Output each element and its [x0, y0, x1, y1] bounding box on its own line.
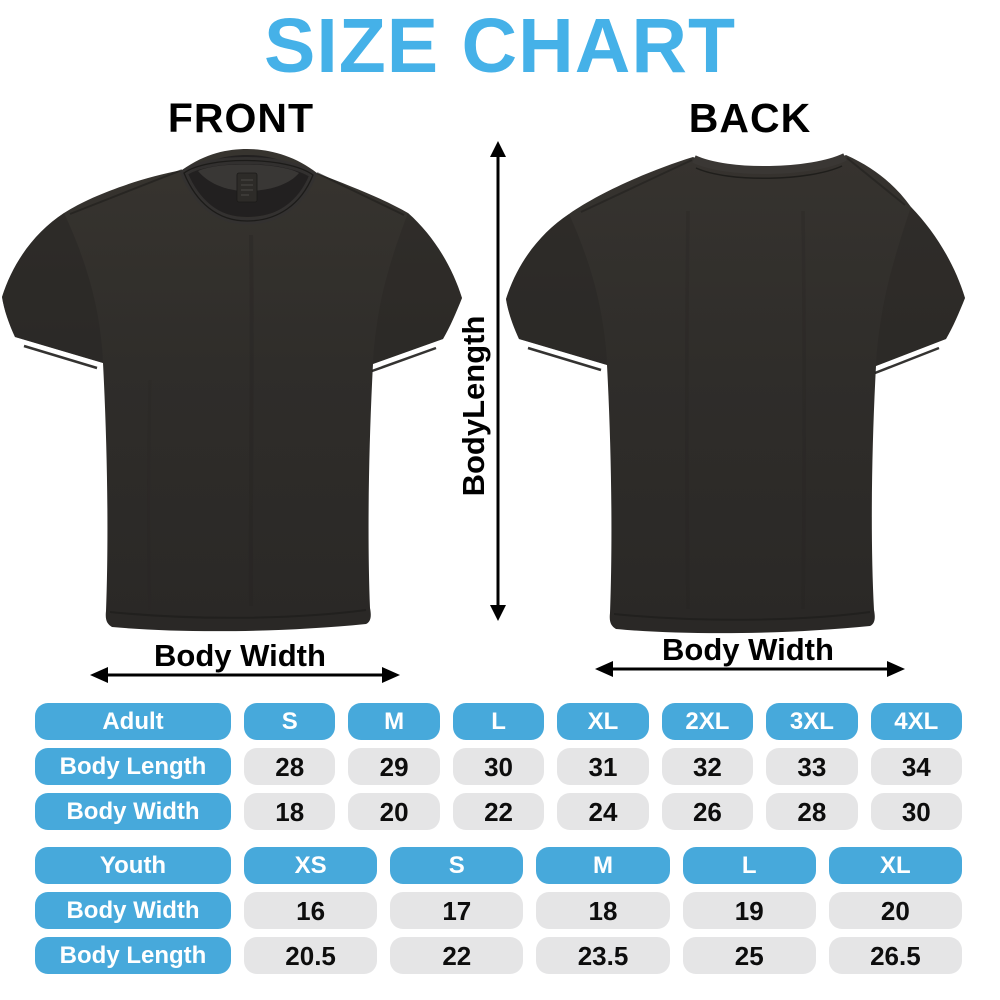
size-tables: Adult S M L XL 2XL 3XL 4XL Body Length 28 29 30 31 32… [35, 703, 962, 974]
front-heading: FRONT [167, 95, 315, 141]
size-value-pill: 30 [870, 793, 962, 830]
front-shirt-image [2, 149, 462, 632]
size-header-pill: L [452, 703, 545, 740]
size-value-pill: 28 [766, 793, 858, 830]
body-length-label: BodyLength [456, 315, 491, 497]
back-collar [692, 153, 847, 175]
front-body-width-arrow [90, 667, 400, 683]
row-label-pill: Body Width [35, 892, 231, 929]
size-header-pill: XL [828, 847, 962, 884]
body-length-arrow [490, 141, 506, 621]
row-label-pill: Body Width [35, 793, 231, 830]
size-header-pill: S [244, 703, 336, 740]
size-value-pill: 28 [244, 748, 336, 785]
front-shirt-body [2, 149, 462, 632]
size-header-pill: M [348, 703, 440, 740]
size-header-pill: XL [557, 703, 649, 740]
adult-size-table: Adult S M L XL 2XL 3XL 4XL Body Length 28 29 30 31 32… [35, 703, 962, 830]
back-body-width-arrow [595, 661, 905, 677]
size-value-pill: 20 [348, 793, 440, 830]
size-value-pill: 26 [661, 793, 754, 830]
size-header-pill: 4XL [870, 703, 962, 740]
size-value-pill: 34 [870, 748, 962, 785]
size-value-pill: 25 [682, 937, 816, 974]
size-header-pill: M [536, 847, 670, 884]
group-label-pill: Adult [35, 703, 231, 740]
back-shirt-body [506, 155, 965, 634]
size-header-pill: S [390, 847, 524, 884]
size-value-pill: 19 [682, 892, 816, 929]
size-header-pill: 2XL [661, 703, 754, 740]
size-value-pill: 24 [557, 793, 649, 830]
neck-label [236, 172, 258, 203]
size-value-pill: 17 [390, 892, 524, 929]
size-value-pill: 18 [536, 892, 670, 929]
size-value-pill: 23.5 [536, 937, 670, 974]
size-header-pill: L [682, 847, 816, 884]
size-value-pill: 30 [452, 748, 545, 785]
size-value-pill: 22 [390, 937, 524, 974]
page-title: SIZE CHART [264, 3, 736, 89]
back-shirt-image [506, 153, 965, 634]
size-value-pill: 29 [348, 748, 440, 785]
size-value-pill: 20 [828, 892, 962, 929]
row-label-pill: Body Length [35, 937, 231, 974]
back-heading: BACK [688, 95, 812, 141]
size-header-pill: XS [244, 847, 378, 884]
size-value-pill: 16 [244, 892, 378, 929]
size-value-pill: 22 [452, 793, 545, 830]
size-value-pill: 20.5 [244, 937, 378, 974]
size-header-pill: 3XL [766, 703, 858, 740]
size-value-pill: 26.5 [828, 937, 962, 974]
back-body-width-label: Body Width [662, 632, 834, 667]
size-value-pill: 32 [661, 748, 754, 785]
youth-size-table: Youth XS S M L XL Body Width 16 17 18 19 20 Body Len… [35, 847, 962, 974]
front-body-width-label: Body Width [154, 638, 326, 673]
row-label-pill: Body Length [35, 748, 231, 785]
size-value-pill: 31 [557, 748, 649, 785]
group-label-pill: Youth [35, 847, 231, 884]
size-value-pill: 33 [766, 748, 858, 785]
size-value-pill: 18 [244, 793, 336, 830]
